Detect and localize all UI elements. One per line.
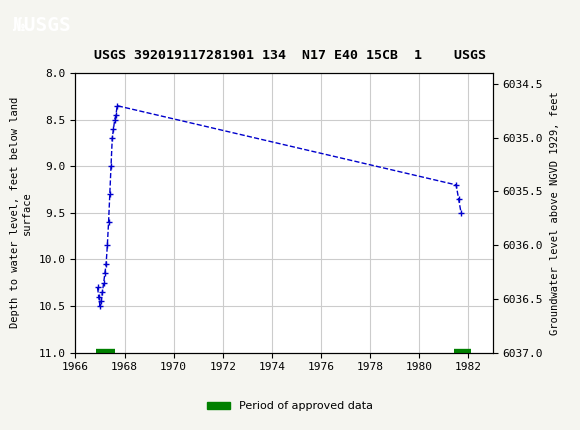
Y-axis label: Depth to water level, feet below land
surface: Depth to water level, feet below land su… — [10, 97, 32, 329]
Text: USGS 392019117281901 134  N17 E40 15CB  1    USGS: USGS 392019117281901 134 N17 E40 15CB 1 … — [94, 49, 486, 62]
Y-axis label: Groundwater level above NGVD 1929, feet: Groundwater level above NGVD 1929, feet — [550, 91, 560, 335]
Text: №USGS: №USGS — [12, 16, 70, 35]
Legend: Period of approved data: Period of approved data — [203, 397, 377, 416]
